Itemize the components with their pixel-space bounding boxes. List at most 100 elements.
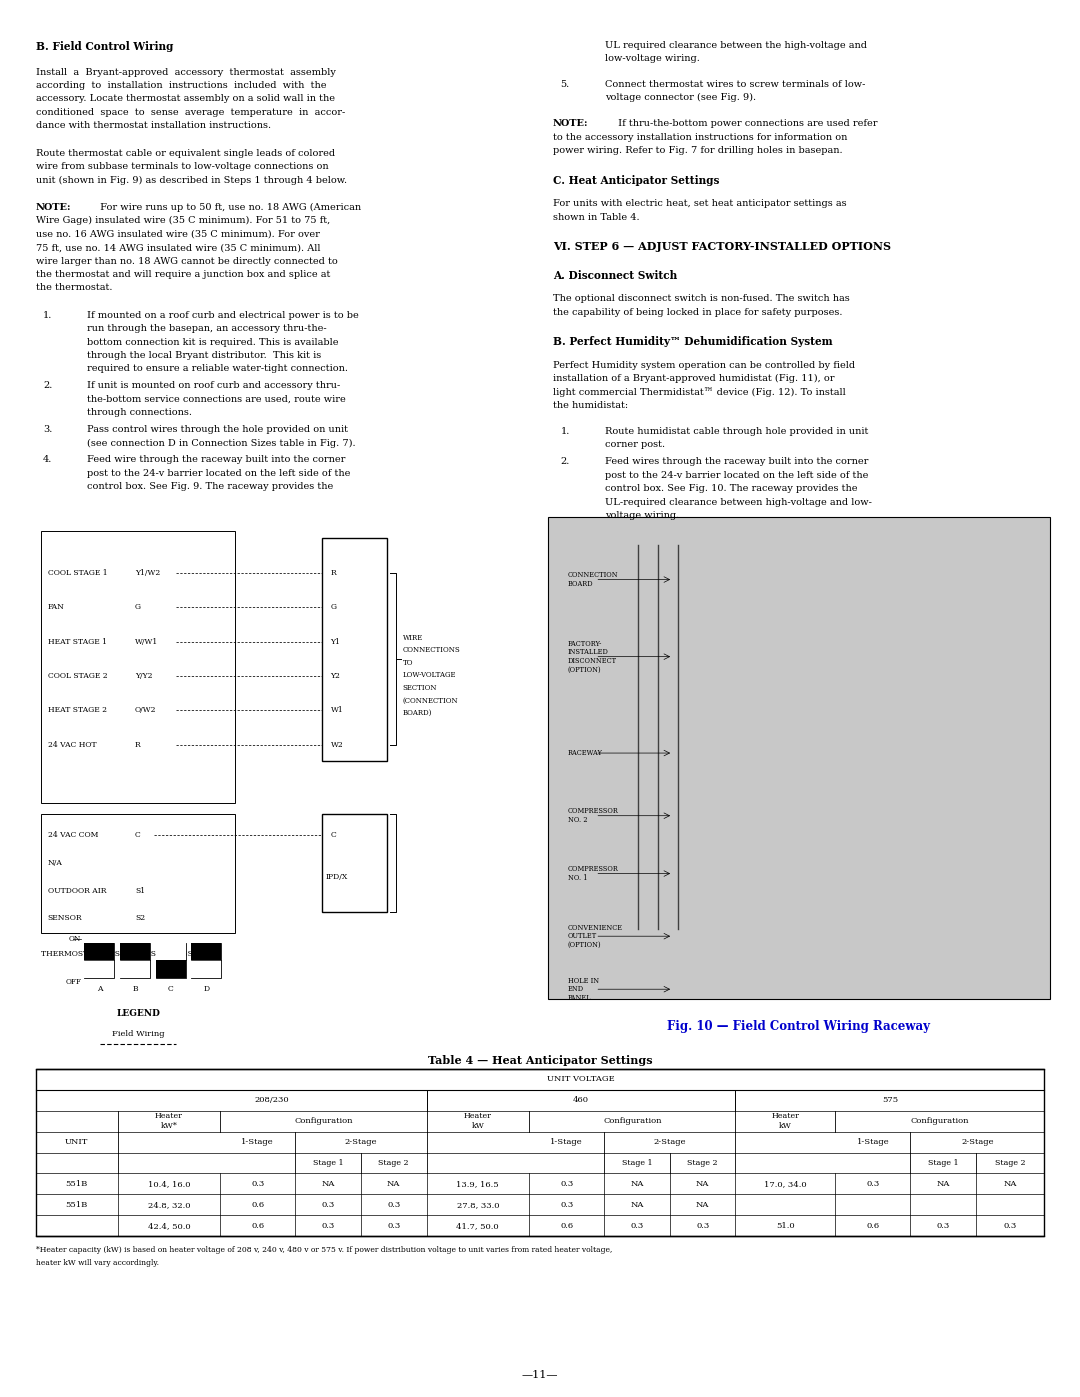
Text: the capability of being locked in place for safety purposes.: the capability of being locked in place … [553,307,842,317]
Text: If thru-the-bottom power connections are used refer: If thru-the-bottom power connections are… [615,119,877,129]
Text: Configuration: Configuration [294,1118,352,1125]
Bar [120,943,150,961]
Text: 2.: 2. [43,381,53,390]
Text: 1.: 1. [43,310,53,320]
Text: 41.7, 50.0: 41.7, 50.0 [457,1222,499,1229]
Text: Underlined letter indicates active thermostat output when configured: Underlined letter indicates active therm… [92,1069,377,1077]
Text: NA: NA [387,1180,401,1187]
Text: Perfect Humidity system operation can be controlled by field: Perfect Humidity system operation can be… [553,360,855,370]
Text: 0.6: 0.6 [252,1222,265,1229]
Text: 2.: 2. [561,457,570,467]
Text: NA: NA [936,1180,950,1187]
Text: SENSOR: SENSOR [48,914,82,922]
Text: VI. STEP 6 — ADJUST FACTORY-INSTALLED OPTIONS: VI. STEP 6 — ADJUST FACTORY-INSTALLED OP… [553,242,891,253]
Text: If mounted on a roof curb and electrical power is to be: If mounted on a roof curb and electrical… [87,310,360,320]
Text: run through the basepan, an accessory thru-the-: run through the basepan, an accessory th… [87,324,327,332]
Text: 2-Stage: 2-Stage [345,1139,377,1146]
Text: Field Wiring: Field Wiring [112,1030,164,1038]
Text: UL-required clearance between high-voltage and low-: UL-required clearance between high-volta… [605,497,872,507]
Text: Feed wires through the raceway built into the corner: Feed wires through the raceway built int… [605,457,868,467]
Text: 0.3: 0.3 [696,1222,710,1229]
Text: 0.3: 0.3 [322,1222,335,1229]
Text: 0.3: 0.3 [561,1201,573,1208]
Text: (CONNECTION: (CONNECTION [403,697,459,704]
Text: power wiring. Refer to Fig. 7 for drilling holes in basepan.: power wiring. Refer to Fig. 7 for drilli… [553,147,842,155]
Text: 460: 460 [573,1097,589,1104]
Text: W/W1: W/W1 [135,637,159,645]
Text: light commercial Thermidistat™ device (Fig. 12). To install: light commercial Thermidistat™ device (F… [553,387,846,397]
Text: FACTORY-
INSTALLED
DISCONNECT
(OPTION): FACTORY- INSTALLED DISCONNECT (OPTION) [568,640,617,673]
Text: COOL STAGE 1: COOL STAGE 1 [48,569,107,577]
Text: 27.8, 33.0: 27.8, 33.0 [457,1201,499,1208]
Text: C: C [135,831,140,840]
Text: COMPRESSOR
NO. 2: COMPRESSOR NO. 2 [568,807,619,824]
Text: B. Field Control Wiring: B. Field Control Wiring [36,41,173,52]
Text: NA: NA [322,1180,335,1187]
Text: Pass control wires through the hole provided on unit: Pass control wires through the hole prov… [87,425,349,434]
Text: bottom connection kit is required. This is available: bottom connection kit is required. This … [87,338,339,346]
Text: corner post.: corner post. [605,440,665,450]
Text: RACEWAY: RACEWAY [568,749,603,757]
Text: N/A: N/A [48,859,63,868]
Text: —11—: —11— [522,1370,558,1380]
Text: Wire Gage) insulated wire (35 C minimum). For 51 to 75 ft,: Wire Gage) insulated wire (35 C minimum)… [36,217,329,225]
Text: 0.3: 0.3 [252,1180,265,1187]
Text: Y1: Y1 [330,637,340,645]
Text: 0.3: 0.3 [387,1222,401,1229]
Text: installation of a Bryant-approved humidistat (Fig. 11), or: installation of a Bryant-approved humidi… [553,374,835,383]
Text: CONNECTIONS: CONNECTIONS [403,647,460,654]
Text: conditioned  space  to  sense  average  temperature  in  accor-: conditioned space to sense average tempe… [36,108,345,117]
Text: 0.3: 0.3 [631,1222,644,1229]
Text: HEAT STAGE 1: HEAT STAGE 1 [48,637,107,645]
Text: 5.: 5. [561,80,570,89]
Text: BOARD): BOARD) [403,710,432,717]
Bar [36,1069,1044,1236]
Text: Stage 1: Stage 1 [622,1160,652,1166]
Text: The optional disconnect switch is non-fused. The switch has: The optional disconnect switch is non-fu… [553,295,850,303]
Text: 2-Stage: 2-Stage [653,1139,686,1146]
Text: SECTION: SECTION [403,685,437,692]
Text: UNIT VOLTAGE: UNIT VOLTAGE [548,1076,615,1083]
Text: Feed wire through the raceway built into the corner: Feed wire through the raceway built into… [87,455,346,464]
Text: Stage 2: Stage 2 [378,1160,409,1166]
Text: for A/C operation.: for A/C operation. [41,1083,113,1090]
Text: OUTDOOR AIR: OUTDOOR AIR [48,887,106,894]
Text: (see connection D in Connection Sizes table in Fig. 7).: (see connection D in Connection Sizes ta… [87,439,356,447]
Text: the humidistat:: the humidistat: [553,401,629,411]
Text: 10.4, 16.0: 10.4, 16.0 [148,1180,190,1187]
Text: Table 4 — Heat Anticipator Settings: Table 4 — Heat Anticipator Settings [428,1055,652,1066]
Text: OFF: OFF [65,978,81,986]
Text: dance with thermostat installation instructions.: dance with thermostat installation instr… [36,122,271,130]
Text: required to ensure a reliable water-tight connection.: required to ensure a reliable water-tigh… [87,365,349,373]
Text: Stage 2: Stage 2 [687,1160,718,1166]
Text: IPD/X: IPD/X [325,873,348,882]
Bar [120,943,150,978]
Text: B. Perfect Humidity™ Dehumidification System: B. Perfect Humidity™ Dehumidification Sy… [553,337,833,348]
Text: to the accessory installation instructions for information on: to the accessory installation instructio… [553,133,848,141]
Text: For units with electric heat, set heat anticipator settings as: For units with electric heat, set heat a… [553,200,847,208]
Text: NOTE:: NOTE: [36,203,71,212]
Text: the thermostat.: the thermostat. [36,284,112,292]
Text: R: R [330,569,336,577]
Text: shown in Table 4.: shown in Table 4. [553,212,639,222]
Text: Fig. 10 — Field Control Wiring Raceway: Fig. 10 — Field Control Wiring Raceway [667,1020,930,1032]
Text: R: R [135,740,140,749]
Text: THERMOSTAT DIPSWITCH SETTINGS: THERMOSTAT DIPSWITCH SETTINGS [41,950,193,958]
Text: Configuration: Configuration [603,1118,662,1125]
Text: ON: ON [69,935,81,943]
Text: G: G [135,604,141,610]
Text: 1-Stage: 1-Stage [856,1139,889,1146]
Text: Stage 2: Stage 2 [995,1160,1025,1166]
Text: 3.: 3. [43,425,53,434]
Text: 0.3: 0.3 [322,1201,335,1208]
Text: 75 ft, use no. 14 AWG insulated wire (35 C minimum). All: 75 ft, use no. 14 AWG insulated wire (35… [36,243,320,251]
Text: If unit is mounted on roof curb and accessory thru-: If unit is mounted on roof curb and acce… [87,381,340,390]
Text: O/W2: O/W2 [135,707,157,714]
Text: Route humidistat cable through hole provided in unit: Route humidistat cable through hole prov… [605,427,868,436]
Bar [156,961,186,978]
Text: HOLE IN
END
PANEL: HOLE IN END PANEL [568,977,598,1002]
Text: LOW-VOLTAGE: LOW-VOLTAGE [403,672,457,679]
Text: control box. See Fig. 9. The raceway provides the: control box. See Fig. 9. The raceway pro… [87,482,334,492]
Text: 1-Stage: 1-Stage [551,1139,583,1146]
Bar [191,961,221,978]
